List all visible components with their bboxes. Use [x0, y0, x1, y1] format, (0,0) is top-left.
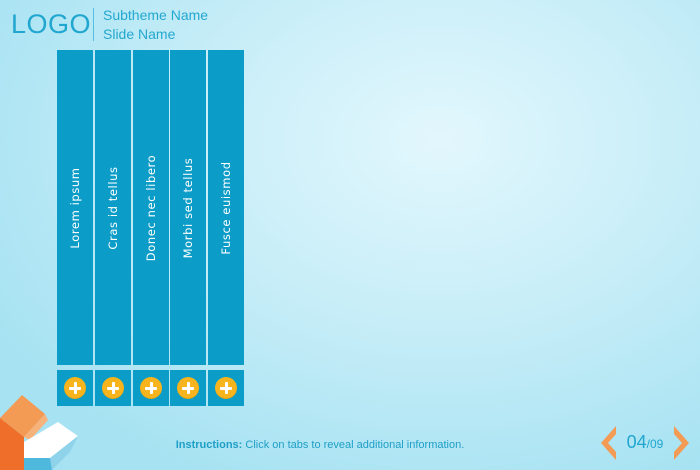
tab-morbi-sed-tellus[interactable]: Morbi sed tellus	[170, 50, 206, 406]
page-indicator: 04/09	[622, 432, 668, 453]
plus-icon[interactable]	[64, 377, 86, 399]
page-total: /09	[646, 437, 664, 451]
plus-icon[interactable]	[140, 377, 162, 399]
instructions-lead: Instructions:	[175, 439, 243, 451]
page-current: 04	[626, 432, 647, 452]
tab-body[interactable]: Donec nec libero	[133, 50, 169, 365]
plus-icon[interactable]	[215, 377, 237, 399]
tab-footer[interactable]	[133, 370, 169, 406]
instructions: Instructions: Click on tabs to reveal ad…	[0, 439, 640, 451]
tab-panel: Lorem ipsum Cras id tellus Donec nec lib…	[57, 50, 244, 406]
geometric-corner-icon	[0, 395, 78, 470]
chevron-left-icon[interactable]	[598, 425, 618, 461]
logo: LOGO	[11, 9, 92, 39]
tab-body[interactable]: Cras id tellus	[95, 50, 131, 365]
tab-body[interactable]: Fusce euismod	[208, 50, 244, 365]
tab-footer[interactable]	[170, 370, 206, 406]
tab-cras-id-tellus[interactable]: Cras id tellus	[95, 50, 131, 406]
slide-title: Slide Name	[103, 26, 176, 42]
tab-label: Morbi sed tellus	[181, 157, 195, 258]
subtheme-title: Subtheme Name	[103, 7, 209, 23]
instructions-text: Click on tabs to reveal additional infor…	[242, 439, 465, 451]
tab-body[interactable]: Morbi sed tellus	[170, 50, 206, 365]
tab-footer[interactable]	[208, 370, 244, 406]
tab-donec-nec-libero[interactable]: Donec nec libero	[133, 50, 169, 406]
tab-footer[interactable]	[57, 370, 93, 406]
tab-footer[interactable]	[95, 370, 131, 406]
tab-label: Cras id tellus	[106, 165, 120, 250]
header-divider	[93, 8, 94, 41]
tab-lorem-ipsum[interactable]: Lorem ipsum	[57, 50, 93, 406]
tab-label: Donec nec libero	[144, 154, 158, 261]
plus-icon[interactable]	[177, 377, 199, 399]
tab-label: Lorem ipsum	[68, 166, 82, 249]
tab-fusce-euismod[interactable]: Fusce euismod	[208, 50, 244, 406]
tab-body[interactable]: Lorem ipsum	[57, 50, 93, 365]
plus-icon[interactable]	[102, 377, 124, 399]
chevron-right-icon[interactable]	[672, 425, 692, 461]
pager: 04/09	[598, 425, 692, 463]
tab-label: Fusce euismod	[219, 160, 233, 255]
